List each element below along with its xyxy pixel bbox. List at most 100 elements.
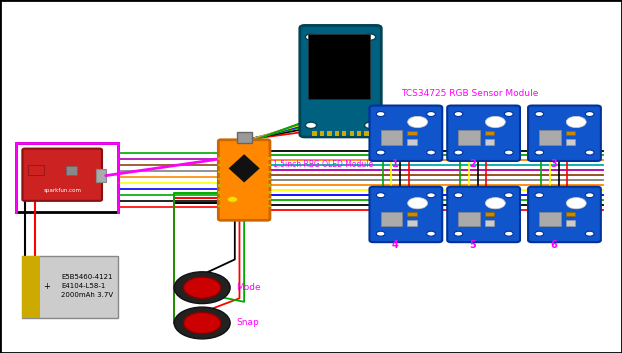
Bar bbox=[566, 212, 575, 216]
Text: 3: 3 bbox=[550, 159, 557, 169]
FancyBboxPatch shape bbox=[369, 187, 442, 242]
Bar bbox=[22, 256, 40, 318]
Bar bbox=[308, 34, 370, 99]
Bar bbox=[218, 157, 221, 160]
Text: TCS34725 RGB Sensor Module: TCS34725 RGB Sensor Module bbox=[401, 89, 538, 98]
Circle shape bbox=[535, 112, 544, 116]
Bar bbox=[267, 178, 271, 180]
FancyBboxPatch shape bbox=[22, 149, 102, 201]
Circle shape bbox=[504, 193, 513, 198]
Text: +: + bbox=[44, 282, 50, 291]
Bar bbox=[485, 212, 494, 216]
Bar bbox=[381, 211, 402, 226]
Circle shape bbox=[566, 116, 586, 128]
Circle shape bbox=[376, 193, 385, 198]
Bar bbox=[566, 220, 575, 226]
Circle shape bbox=[407, 198, 427, 209]
Bar bbox=[218, 178, 221, 180]
Circle shape bbox=[376, 112, 385, 116]
Bar bbox=[218, 184, 221, 187]
Bar bbox=[485, 131, 494, 135]
Bar bbox=[66, 166, 77, 175]
FancyBboxPatch shape bbox=[300, 25, 381, 137]
Bar bbox=[267, 164, 271, 167]
Circle shape bbox=[376, 231, 385, 236]
Circle shape bbox=[566, 198, 586, 209]
Bar bbox=[407, 131, 417, 135]
Circle shape bbox=[407, 116, 427, 128]
Text: sparkfun.com: sparkfun.com bbox=[43, 188, 81, 193]
Bar bbox=[267, 184, 271, 187]
Circle shape bbox=[228, 197, 238, 202]
Circle shape bbox=[485, 198, 505, 209]
Bar bbox=[22, 256, 118, 318]
Bar bbox=[218, 171, 221, 173]
Text: Snap: Snap bbox=[236, 318, 259, 328]
FancyBboxPatch shape bbox=[218, 140, 270, 220]
Circle shape bbox=[454, 112, 463, 116]
Circle shape bbox=[585, 150, 594, 155]
Bar bbox=[267, 198, 271, 201]
Circle shape bbox=[585, 193, 594, 198]
Circle shape bbox=[305, 34, 317, 40]
Bar bbox=[267, 171, 271, 173]
Bar bbox=[218, 191, 221, 193]
Text: 1: 1 bbox=[392, 159, 398, 169]
Circle shape bbox=[183, 312, 221, 334]
Text: 4: 4 bbox=[392, 240, 398, 250]
Bar bbox=[312, 131, 317, 136]
Text: E4104-L58-1: E4104-L58-1 bbox=[61, 283, 105, 289]
Bar bbox=[407, 220, 417, 226]
Text: Mode: Mode bbox=[236, 283, 261, 292]
Bar bbox=[458, 211, 480, 226]
Circle shape bbox=[454, 150, 463, 155]
FancyBboxPatch shape bbox=[447, 187, 520, 242]
Bar bbox=[320, 131, 324, 136]
Bar bbox=[267, 191, 271, 193]
Circle shape bbox=[585, 231, 594, 236]
Bar bbox=[357, 131, 361, 136]
Circle shape bbox=[305, 122, 317, 128]
Circle shape bbox=[364, 34, 376, 40]
Circle shape bbox=[427, 231, 435, 236]
Circle shape bbox=[454, 193, 463, 198]
Bar bbox=[218, 198, 221, 201]
Bar bbox=[485, 139, 494, 144]
Text: 2000mAh 3.7V: 2000mAh 3.7V bbox=[61, 292, 113, 298]
Bar bbox=[407, 212, 417, 216]
FancyBboxPatch shape bbox=[528, 187, 601, 242]
Bar bbox=[28, 165, 44, 175]
Circle shape bbox=[427, 193, 435, 198]
Circle shape bbox=[504, 231, 513, 236]
Bar bbox=[566, 131, 575, 135]
Circle shape bbox=[364, 122, 376, 128]
Bar bbox=[342, 131, 346, 136]
Text: E5B5460-4121: E5B5460-4121 bbox=[61, 274, 113, 280]
Bar bbox=[566, 139, 575, 144]
Circle shape bbox=[504, 150, 513, 155]
Bar bbox=[218, 205, 221, 207]
Bar bbox=[364, 131, 369, 136]
FancyBboxPatch shape bbox=[369, 106, 442, 161]
Text: 5: 5 bbox=[470, 240, 476, 250]
Circle shape bbox=[585, 112, 594, 116]
Bar bbox=[485, 220, 494, 226]
Bar bbox=[218, 164, 221, 167]
Bar bbox=[327, 131, 332, 136]
Bar bbox=[350, 131, 354, 136]
Bar bbox=[335, 131, 339, 136]
Bar bbox=[458, 130, 480, 144]
Bar bbox=[16, 143, 118, 212]
Circle shape bbox=[174, 307, 230, 339]
Circle shape bbox=[427, 112, 435, 116]
FancyBboxPatch shape bbox=[447, 106, 520, 161]
Polygon shape bbox=[228, 154, 259, 183]
Text: 1.5inch RBG OLED Module: 1.5inch RBG OLED Module bbox=[274, 160, 373, 169]
FancyBboxPatch shape bbox=[528, 106, 601, 161]
Bar bbox=[381, 130, 402, 144]
Circle shape bbox=[174, 272, 230, 304]
Text: 2: 2 bbox=[470, 159, 476, 169]
Circle shape bbox=[376, 150, 385, 155]
Circle shape bbox=[485, 116, 505, 128]
Circle shape bbox=[504, 112, 513, 116]
